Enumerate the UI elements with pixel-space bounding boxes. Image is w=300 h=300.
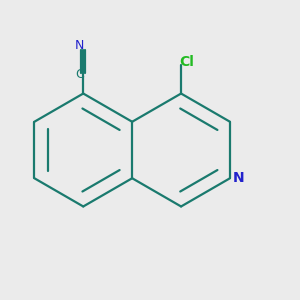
Text: N: N <box>74 40 84 52</box>
Text: Cl: Cl <box>179 55 194 69</box>
Text: N: N <box>233 171 245 185</box>
Text: C: C <box>75 68 84 81</box>
